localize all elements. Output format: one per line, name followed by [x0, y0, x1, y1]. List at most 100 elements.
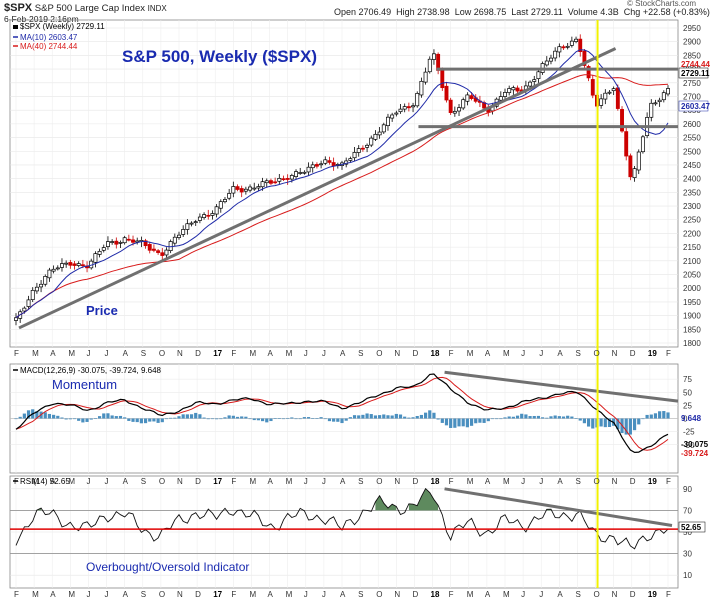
x-tick-label: S — [575, 590, 580, 599]
macd-histogram-bar — [394, 413, 398, 419]
open-value: 2706.49 — [358, 7, 392, 17]
macd-histogram-bar — [436, 418, 440, 420]
candle-body — [360, 147, 365, 150]
price-annotation: Price — [86, 303, 118, 318]
macd-histogram-bar — [578, 418, 582, 421]
candle-body — [624, 131, 629, 157]
macd-histogram-bar — [227, 415, 231, 419]
candle-body — [51, 268, 56, 272]
candle-body — [348, 158, 353, 161]
candle-body — [590, 79, 595, 96]
macd-signal-box: -39.724 — [681, 449, 709, 458]
candle-body — [34, 286, 39, 292]
macd-histogram-bar — [336, 418, 340, 422]
macd-hist-box: 9.648 — [681, 414, 702, 423]
x-tick-label: N — [177, 477, 183, 486]
candle-body — [640, 136, 645, 153]
x-tick-label: J — [521, 477, 525, 486]
x-tick-label: A — [123, 477, 129, 486]
candle-body — [223, 199, 227, 203]
candle-body — [231, 186, 236, 194]
x-tick-label: 18 — [431, 349, 440, 358]
macd-histogram-bar — [210, 418, 215, 420]
macd-histogram-bar — [545, 417, 549, 419]
price-tick-label: 2850 — [683, 51, 701, 60]
candle-body — [381, 124, 386, 133]
x-tick-label: M — [249, 349, 256, 358]
x-tick-label: N — [612, 590, 618, 599]
legend-main: $SPX (Weekly) 2729.11 — [20, 22, 105, 31]
macd-histogram-bar — [260, 418, 265, 422]
candle-body — [666, 88, 670, 95]
x-tick-label: S — [141, 477, 146, 486]
x-tick-label: S — [575, 349, 580, 358]
macd-histogram-bar — [131, 418, 135, 422]
price-tick-label: 2500 — [683, 147, 701, 156]
macd-histogram-bar — [515, 415, 520, 419]
macd-histogram-bar — [223, 417, 227, 419]
candle-body — [661, 92, 666, 101]
price-tick-label: 1850 — [683, 325, 701, 334]
macd-histogram-bar — [64, 418, 68, 420]
candle-body — [427, 58, 432, 73]
macd-histogram-bar — [511, 416, 515, 419]
macd-histogram-bar — [302, 417, 306, 419]
macd-histogram-bar — [490, 418, 495, 420]
macd-histogram-bar — [411, 417, 415, 419]
candle-body — [177, 234, 181, 238]
macd-tick-label: 75 — [683, 375, 692, 384]
macd-histogram-bar — [382, 414, 386, 419]
macd-histogram-bar — [403, 416, 407, 419]
price-tick-label: 2600 — [683, 120, 701, 129]
x-tick-label: D — [412, 349, 418, 358]
candle-body — [356, 148, 361, 153]
macd-histogram-bar — [35, 411, 39, 419]
macd-histogram-bar — [265, 418, 269, 423]
x-tick-label: N — [394, 349, 400, 358]
x-tick-label: O — [159, 349, 165, 358]
candle-body — [101, 247, 106, 251]
macd-histogram-bar — [549, 416, 553, 419]
candle-body — [653, 102, 658, 105]
macd-legend: MACD(12,26,9) -30.075, -39.724, 9.648 — [13, 366, 162, 375]
x-tick-label: F — [666, 590, 671, 599]
candle-body — [620, 109, 624, 132]
macd-histogram-bar — [428, 410, 432, 419]
macd-histogram-bar — [319, 417, 323, 419]
x-tick-label: O — [376, 590, 382, 599]
candle-body — [172, 236, 177, 244]
macd-histogram-bar — [306, 417, 311, 419]
macd-histogram-bar — [390, 415, 394, 419]
x-tick-label: O — [594, 590, 600, 599]
x-tick-label: O — [159, 590, 165, 599]
macd-histogram-bar — [369, 414, 373, 419]
volume-value: 4.3B — [600, 7, 619, 17]
price-tick-label: 2450 — [683, 161, 701, 170]
macd-histogram-bar — [139, 418, 143, 424]
open-label: Open — [334, 7, 357, 17]
macd-histogram-bar — [206, 418, 210, 420]
macd-histogram-bar — [378, 415, 382, 419]
candle-body — [565, 45, 570, 48]
macd-histogram-bar — [47, 413, 52, 419]
candle-body — [210, 213, 215, 216]
candle-body — [461, 99, 466, 109]
x-tick-label: F — [231, 349, 236, 358]
x-tick-label: F — [14, 590, 19, 599]
macd-histogram-bar — [106, 413, 110, 419]
x-tick-label: J — [322, 349, 326, 358]
rsi-trendline — [444, 487, 673, 528]
candle-body — [43, 276, 48, 285]
price-tick-label: 2900 — [683, 38, 701, 47]
macd-histogram-bar — [503, 417, 507, 419]
candle-body — [607, 91, 612, 94]
macd-histogram-bar — [582, 418, 587, 424]
candle-body — [80, 264, 85, 267]
candle-body — [189, 222, 194, 225]
macd-histogram-bar — [486, 418, 490, 422]
x-tick-label: 17 — [213, 590, 222, 599]
macd-histogram-bar — [645, 414, 649, 419]
x-tick-label: A — [50, 590, 56, 599]
macd-tick-label: 0 — [683, 415, 688, 424]
candle-body — [498, 96, 503, 101]
